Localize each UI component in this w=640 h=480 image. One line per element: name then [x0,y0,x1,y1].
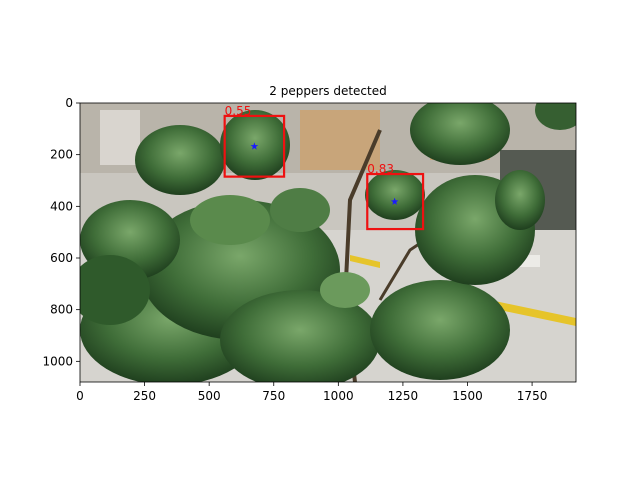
x-tick-label: 1250 [388,389,419,403]
detection-box [366,172,425,231]
photo [80,103,576,382]
x-axis: 0 250 500 750 1000 1250 1500 1750 [76,382,547,403]
detection-box [223,114,286,178]
y-tick-label: 200 [50,148,73,162]
detection-score-label: 0.83 [367,162,394,176]
detection-score-label: 0.55 [225,104,252,118]
x-tick-label: 250 [133,389,156,403]
detection-center-marker [390,197,399,205]
x-tick-label: 1000 [323,389,354,403]
x-tick-label: 500 [198,389,221,403]
x-tick-label: 1750 [517,389,548,403]
x-tick-label: 750 [262,389,285,403]
figure-title: 2 peppers detected [269,84,386,98]
detections-overlay: 0.55 0.83 [223,104,425,231]
detection-center-marker [250,142,259,150]
axes-frame [79,102,577,383]
x-tick-label: 1500 [452,389,483,403]
y-tick-label: 1000 [42,354,73,368]
x-tick-label: 0 [76,389,84,403]
y-axis: 0 200 400 600 800 1000 [42,96,80,368]
y-tick-label: 400 [50,199,73,213]
y-tick-label: 600 [50,251,73,265]
y-tick-label: 0 [65,96,73,110]
y-tick-label: 800 [50,303,73,317]
